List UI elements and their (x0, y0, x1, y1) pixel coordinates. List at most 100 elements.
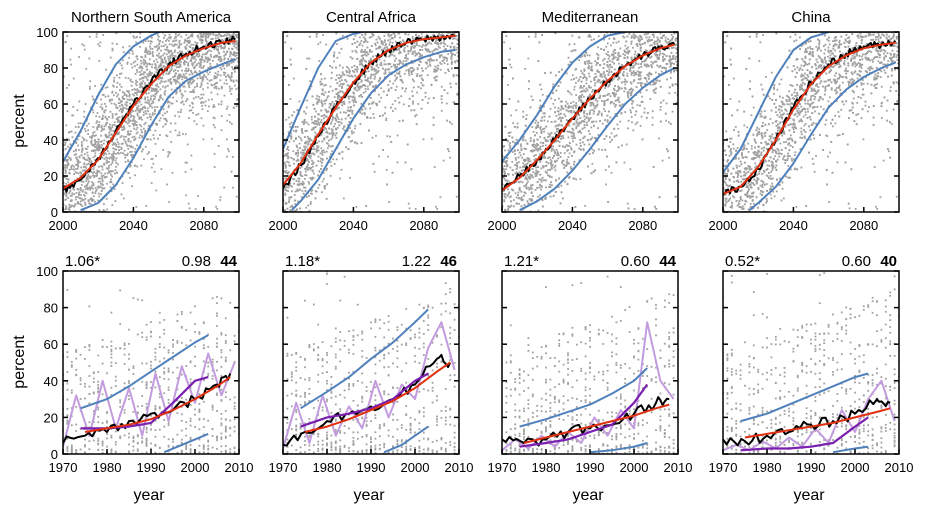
scatter-point (350, 95, 353, 98)
scatter-point (384, 43, 387, 45)
scatter-point (186, 98, 189, 101)
scatter-point (314, 122, 317, 125)
scatter-point (407, 68, 410, 71)
series-observed-line (63, 35, 236, 193)
scatter-point (359, 36, 361, 39)
scatter-point (336, 113, 338, 116)
scatter-point (216, 45, 218, 48)
scatter-point (160, 80, 163, 83)
scatter-point (75, 191, 78, 194)
scatter-point (77, 172, 80, 175)
scatter-point (380, 40, 383, 42)
scatter-point (94, 139, 96, 141)
scatter-point (340, 96, 343, 99)
scatter-point (299, 172, 302, 175)
scatter-point (351, 109, 354, 112)
scatter-point (405, 64, 408, 67)
scatter-point (146, 96, 149, 99)
scatter-point (67, 196, 70, 199)
scatter-point (188, 104, 191, 107)
scatter-point (75, 163, 78, 166)
scatter-point (151, 157, 154, 160)
scatter-point (122, 97, 125, 100)
scatter-point (373, 85, 376, 88)
scatter-point (230, 170, 233, 173)
scatter-point (85, 192, 88, 195)
scatter-point (291, 190, 293, 193)
scatter-point (433, 70, 436, 73)
scatter-point (153, 170, 156, 173)
scatter-point (123, 153, 126, 156)
scatter-point (232, 80, 235, 83)
scatter-point (159, 134, 161, 136)
scatter-point (118, 109, 121, 112)
scatter-point (443, 58, 446, 61)
scatter-point (292, 150, 295, 153)
scatter-point (141, 135, 143, 138)
scatter-point (342, 197, 345, 200)
scatter-point (426, 62, 428, 65)
scatter-point (71, 204, 73, 207)
scatter-point (105, 135, 108, 138)
scatter-point (182, 133, 184, 135)
scatter-point (65, 87, 68, 89)
scatter-point (362, 91, 365, 94)
scatter-point (88, 57, 91, 60)
scatter-point (287, 156, 290, 159)
scatter-point (74, 198, 77, 201)
scatter-point (158, 64, 161, 67)
scatter-point (162, 85, 164, 88)
scatter-point (190, 82, 193, 85)
scatter-point (104, 115, 107, 118)
scatter-point (119, 62, 122, 65)
scatter-point (149, 97, 152, 100)
scatter-point (213, 56, 215, 59)
scatter-point (129, 165, 132, 168)
scatter-point (316, 145, 319, 147)
scatter-point (286, 172, 289, 174)
scatter-point (439, 61, 441, 64)
scatter-point (108, 134, 111, 136)
scatter-point (76, 164, 79, 166)
scatter-point (341, 104, 343, 107)
scatter-point (205, 39, 207, 42)
scatter-point (326, 142, 329, 145)
scatter-point (414, 52, 417, 55)
scatter-point (144, 96, 147, 99)
scatter-point (286, 35, 289, 37)
scatter-point (329, 145, 332, 148)
scatter-point (154, 109, 156, 111)
scatter-point (166, 63, 168, 65)
scatter-point (146, 68, 149, 71)
scatter-point (129, 119, 132, 122)
scatter-point (100, 124, 103, 127)
scatter-point (101, 107, 104, 110)
scatter-point (353, 99, 356, 102)
scatter-point (202, 75, 205, 78)
scatter-point (148, 125, 150, 127)
scatter-point (229, 35, 232, 37)
scatter-point (98, 186, 101, 189)
scatter-point (94, 143, 96, 146)
scatter-point (108, 131, 111, 134)
scatter-point (210, 38, 213, 41)
scatter-point (236, 98, 239, 101)
scatter-point (329, 85, 332, 88)
scatter-point (146, 63, 149, 65)
scatter-point (149, 99, 152, 101)
scatter-point (293, 158, 295, 161)
scatter-point (84, 103, 87, 105)
scatter-point (110, 178, 112, 181)
scatter-point (412, 86, 415, 89)
scatter-point (293, 111, 296, 113)
scatter-point (103, 163, 106, 166)
scatter-point (134, 91, 137, 94)
scatter-point (125, 170, 128, 173)
scatter-point (106, 208, 109, 211)
scatter-point (147, 99, 149, 101)
scatter-point (434, 70, 437, 73)
scatter-point (65, 177, 68, 180)
scatter-point (155, 84, 158, 87)
scatter-point (168, 59, 171, 62)
scatter-point (195, 64, 198, 66)
